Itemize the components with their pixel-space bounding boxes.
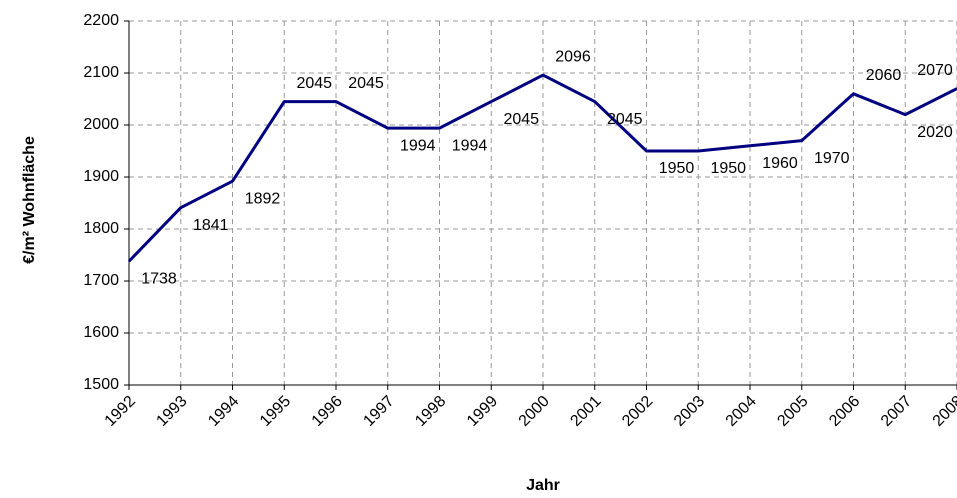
data-label: 2045: [607, 111, 643, 128]
x-tick-label: 2008: [930, 393, 957, 430]
x-tick-label: 1995: [257, 393, 294, 430]
line-series: [127, 73, 957, 263]
data-label: 2070: [917, 62, 953, 79]
x-tick-label: 1998: [412, 393, 449, 430]
y-tick-label: 1700: [83, 272, 119, 289]
y-tick-label: 1900: [83, 168, 119, 185]
data-label: 1950: [710, 160, 746, 177]
y-tick-label: 1800: [83, 220, 119, 237]
x-tick-label: 2006: [826, 393, 863, 430]
x-tick-label: 1999: [464, 393, 501, 430]
x-tick-label: 1992: [102, 393, 139, 430]
y-tick-label: 2200: [83, 12, 119, 29]
x-tick-label: 2004: [723, 393, 760, 430]
data-label: 1960: [762, 155, 798, 172]
data-label: 2020: [917, 124, 953, 141]
y-axis-label: €/m² Wohnfläche: [21, 136, 38, 264]
y-tick-label: 1600: [83, 324, 119, 341]
data-label: 2045: [503, 111, 539, 128]
data-label: 1841: [193, 217, 229, 234]
x-tick-label: 2001: [567, 393, 604, 430]
x-tick-label: 1997: [360, 393, 397, 430]
x-tick-label: 1994: [205, 393, 242, 430]
data-label: 2060: [866, 67, 902, 84]
x-axis-label: Jahr: [526, 477, 560, 494]
x-tick-label: 2007: [878, 393, 915, 430]
y-tick-label: 2100: [83, 64, 119, 81]
y-tick-label: 2000: [83, 116, 119, 133]
data-label: 1892: [245, 190, 281, 207]
x-tick-label: 2003: [671, 393, 708, 430]
x-tick-label: 2002: [619, 393, 656, 430]
data-label: 1950: [659, 160, 695, 177]
data-label: 1994: [452, 137, 488, 154]
data-label: 1994: [400, 137, 436, 154]
data-label: 2045: [296, 75, 332, 92]
data-label: 2045: [348, 75, 384, 92]
data-label: 1970: [814, 150, 850, 167]
x-tick-label: 2000: [516, 393, 553, 430]
data-label: 1738: [141, 270, 177, 287]
x-tick-label: 1996: [309, 393, 346, 430]
x-tick-label: 1993: [153, 393, 190, 430]
x-tick-label: 2005: [774, 393, 811, 430]
data-label: 2096: [555, 48, 591, 65]
y-tick-label: 1500: [83, 376, 119, 393]
